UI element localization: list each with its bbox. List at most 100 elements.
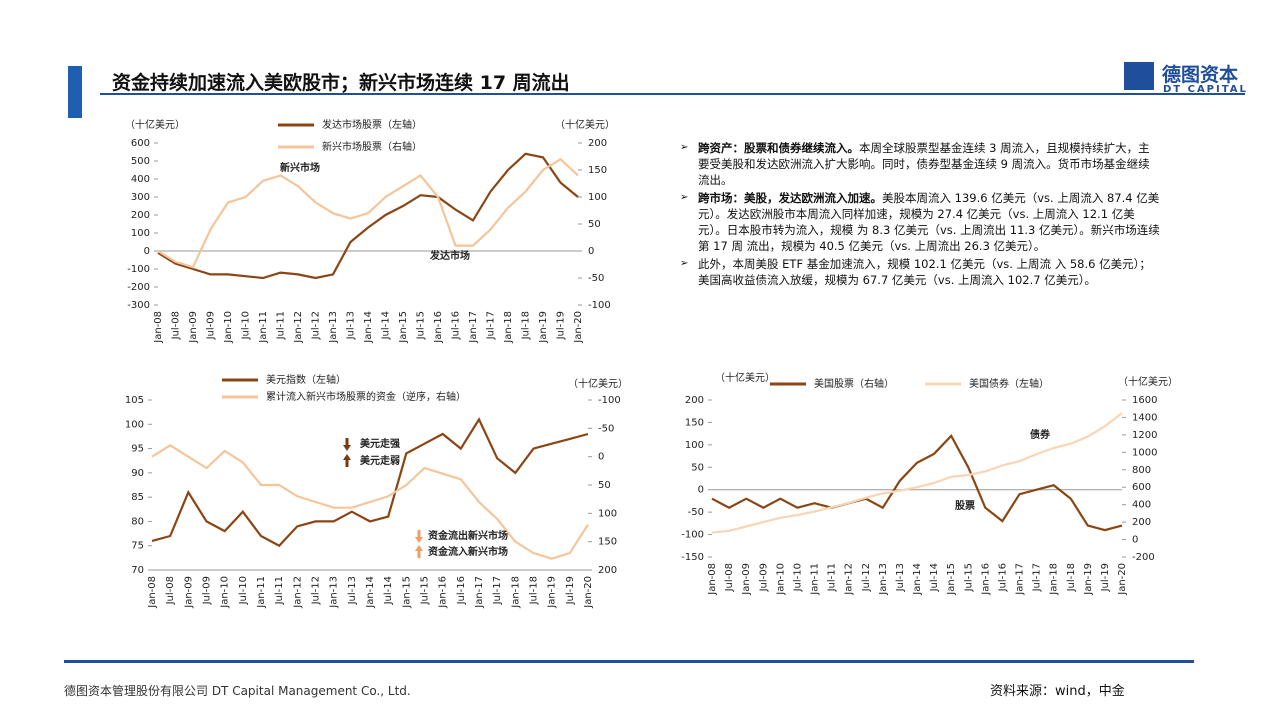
x-tick-label: Jul-09 xyxy=(206,311,217,340)
legend-label: 发达市场股票（左轴） xyxy=(322,118,422,131)
x-tick-label: Jan-19 xyxy=(538,311,549,344)
y-tick-label: 150 xyxy=(685,417,704,428)
x-tick-label: Jan-17 xyxy=(474,576,485,609)
x-tick-label: Jul-11 xyxy=(276,311,287,340)
x-tick-label: Jan-13 xyxy=(878,563,889,596)
y-tick-label: -150 xyxy=(681,552,704,563)
x-tick-label: Jan-11 xyxy=(810,563,821,596)
y-tick-label: -50 xyxy=(688,507,704,518)
x-tick-label: Jan-17 xyxy=(468,311,479,344)
x-tick-label: Jul-10 xyxy=(792,563,803,592)
bullet-text: 本周全球股票型基金连续 3 周流入，且规模持续扩大，主要受美股和发达欧洲流入扩大… xyxy=(698,141,1150,187)
footer-company: 德图资本管理股份有限公司 DT Capital Management Co., … xyxy=(64,684,411,698)
x-tick-label: Jan-16 xyxy=(433,311,444,344)
y2-tick-label: 150 xyxy=(598,537,617,548)
x-tick-label: Jan-08 xyxy=(707,563,718,596)
x-tick-label: Jul-12 xyxy=(311,311,322,340)
x-tick-label: Jan-10 xyxy=(775,563,786,596)
x-tick-label: Jul-19 xyxy=(565,576,576,605)
x-tick-label: Jan-15 xyxy=(398,311,409,344)
y-tick-label: 500 xyxy=(131,156,150,167)
y-tick-label: 70 xyxy=(131,565,144,576)
annotation: 美元走强 xyxy=(360,437,400,450)
y-tick-label: 75 xyxy=(131,541,144,552)
arrow-icon xyxy=(343,454,351,467)
x-tick-label: Jul-12 xyxy=(861,563,872,592)
y-tick-label: 200 xyxy=(131,210,150,221)
x-tick-label: Jan-16 xyxy=(438,576,449,609)
x-tick-label: Jul-15 xyxy=(416,311,427,340)
y-tick-label: 0 xyxy=(144,246,150,257)
y-unit: （十亿美元） xyxy=(715,371,775,384)
y2-tick-label: 1600 xyxy=(1132,395,1157,406)
slide-title: 资金持续加速流入美欧股市；新兴市场连续 17 周流出 xyxy=(112,72,570,94)
y2-tick-label: -50 xyxy=(598,423,614,434)
y2-unit: （十亿美元） xyxy=(1118,375,1178,388)
x-tick-label: Jul-14 xyxy=(381,311,392,340)
arrow-icon xyxy=(415,545,423,558)
y2-tick-label: -50 xyxy=(588,273,604,284)
annotation: 资金流入新兴市场 xyxy=(428,545,508,558)
x-tick-label: Jan-15 xyxy=(401,576,412,609)
y-tick-label: 400 xyxy=(131,174,150,185)
x-tick-label: Jan-20 xyxy=(573,311,584,344)
y2-tick-label: 50 xyxy=(598,480,611,491)
y2-tick-label: 100 xyxy=(588,192,607,203)
x-tick-label: Jul-09 xyxy=(758,563,769,592)
bullet: 跨资产：股票和债券继续流入。本周全球股票型基金连续 3 周流入，且规模持续扩大，… xyxy=(680,140,1160,188)
y2-unit: （十亿美元） xyxy=(568,377,628,390)
x-tick-label: Jul-17 xyxy=(492,576,503,605)
x-tick-label: Jan-19 xyxy=(547,576,558,609)
y2-tick-label: 600 xyxy=(1132,482,1151,493)
y2-tick-label: -100 xyxy=(598,395,621,406)
y-tick-label: 600 xyxy=(131,138,150,149)
y-tick-label: -300 xyxy=(127,300,150,311)
x-tick-label: Jan-14 xyxy=(363,311,374,344)
x-tick-label: Jan-14 xyxy=(912,563,923,596)
y2-tick-label: 50 xyxy=(588,219,601,230)
x-tick-label: Jul-18 xyxy=(521,311,532,340)
footer-source: 资料来源：wind，中金 xyxy=(990,684,1125,699)
y2-tick-label: 800 xyxy=(1132,465,1151,476)
series-line xyxy=(157,152,579,280)
x-tick-label: Jan-19 xyxy=(1083,563,1094,596)
y2-tick-label: 150 xyxy=(588,165,607,176)
x-tick-label: Jan-12 xyxy=(844,563,855,596)
y-tick-label: 105 xyxy=(125,395,144,406)
y-tick-label: 85 xyxy=(131,492,144,503)
title-rule xyxy=(100,93,1245,95)
bullets: 跨资产：股票和债券继续流入。本周全球股票型基金连续 3 周流入，且规模持续扩大，… xyxy=(680,140,1160,290)
legend-label: 累计流入新兴市场股票的资金（逆序，右轴） xyxy=(266,390,466,403)
x-tick-label: Jan-10 xyxy=(223,311,234,344)
x-tick-label: Jul-16 xyxy=(997,563,1008,592)
y-tick-label: -200 xyxy=(127,282,150,293)
x-tick-label: Jul-18 xyxy=(1066,563,1077,592)
x-tick-label: Jan-08 xyxy=(153,311,164,344)
x-tick-label: Jul-12 xyxy=(311,576,322,605)
x-tick-label: Jan-17 xyxy=(1015,563,1026,596)
y-tick-label: 90 xyxy=(131,468,144,479)
x-tick-label: Jul-13 xyxy=(895,563,906,592)
y-tick-label: 300 xyxy=(131,192,150,203)
x-tick-label: Jul-13 xyxy=(347,576,358,605)
x-tick-label: Jul-14 xyxy=(929,563,940,592)
y-tick-label: 80 xyxy=(131,516,144,527)
x-tick-label: Jul-10 xyxy=(241,311,252,340)
x-tick-label: Jul-15 xyxy=(963,563,974,592)
bullet: 此外，本周美股 ETF 基金加速流入，规模 102.1 亿美元（vs. 上周流 … xyxy=(680,256,1160,288)
annotation: 股票 xyxy=(955,500,975,512)
y2-tick-label: 1400 xyxy=(1132,412,1157,423)
logo-text: 德图资本 xyxy=(1162,64,1239,86)
x-tick-label: Jan-09 xyxy=(741,563,752,596)
y-tick-label: 100 xyxy=(125,419,144,430)
x-tick-label: Jul-08 xyxy=(724,563,735,592)
y-tick-label: -100 xyxy=(681,530,704,541)
x-tick-label: Jul-19 xyxy=(1100,563,1111,592)
annotation: 资金流出新兴市场 xyxy=(428,529,508,542)
x-tick-label: Jul-18 xyxy=(529,576,540,605)
x-tick-label: Jul-16 xyxy=(451,311,462,340)
x-tick-label: Jul-11 xyxy=(274,576,285,605)
x-tick-label: Jul-15 xyxy=(420,576,431,605)
x-tick-label: Jan-12 xyxy=(292,576,303,609)
series-line xyxy=(157,157,579,269)
